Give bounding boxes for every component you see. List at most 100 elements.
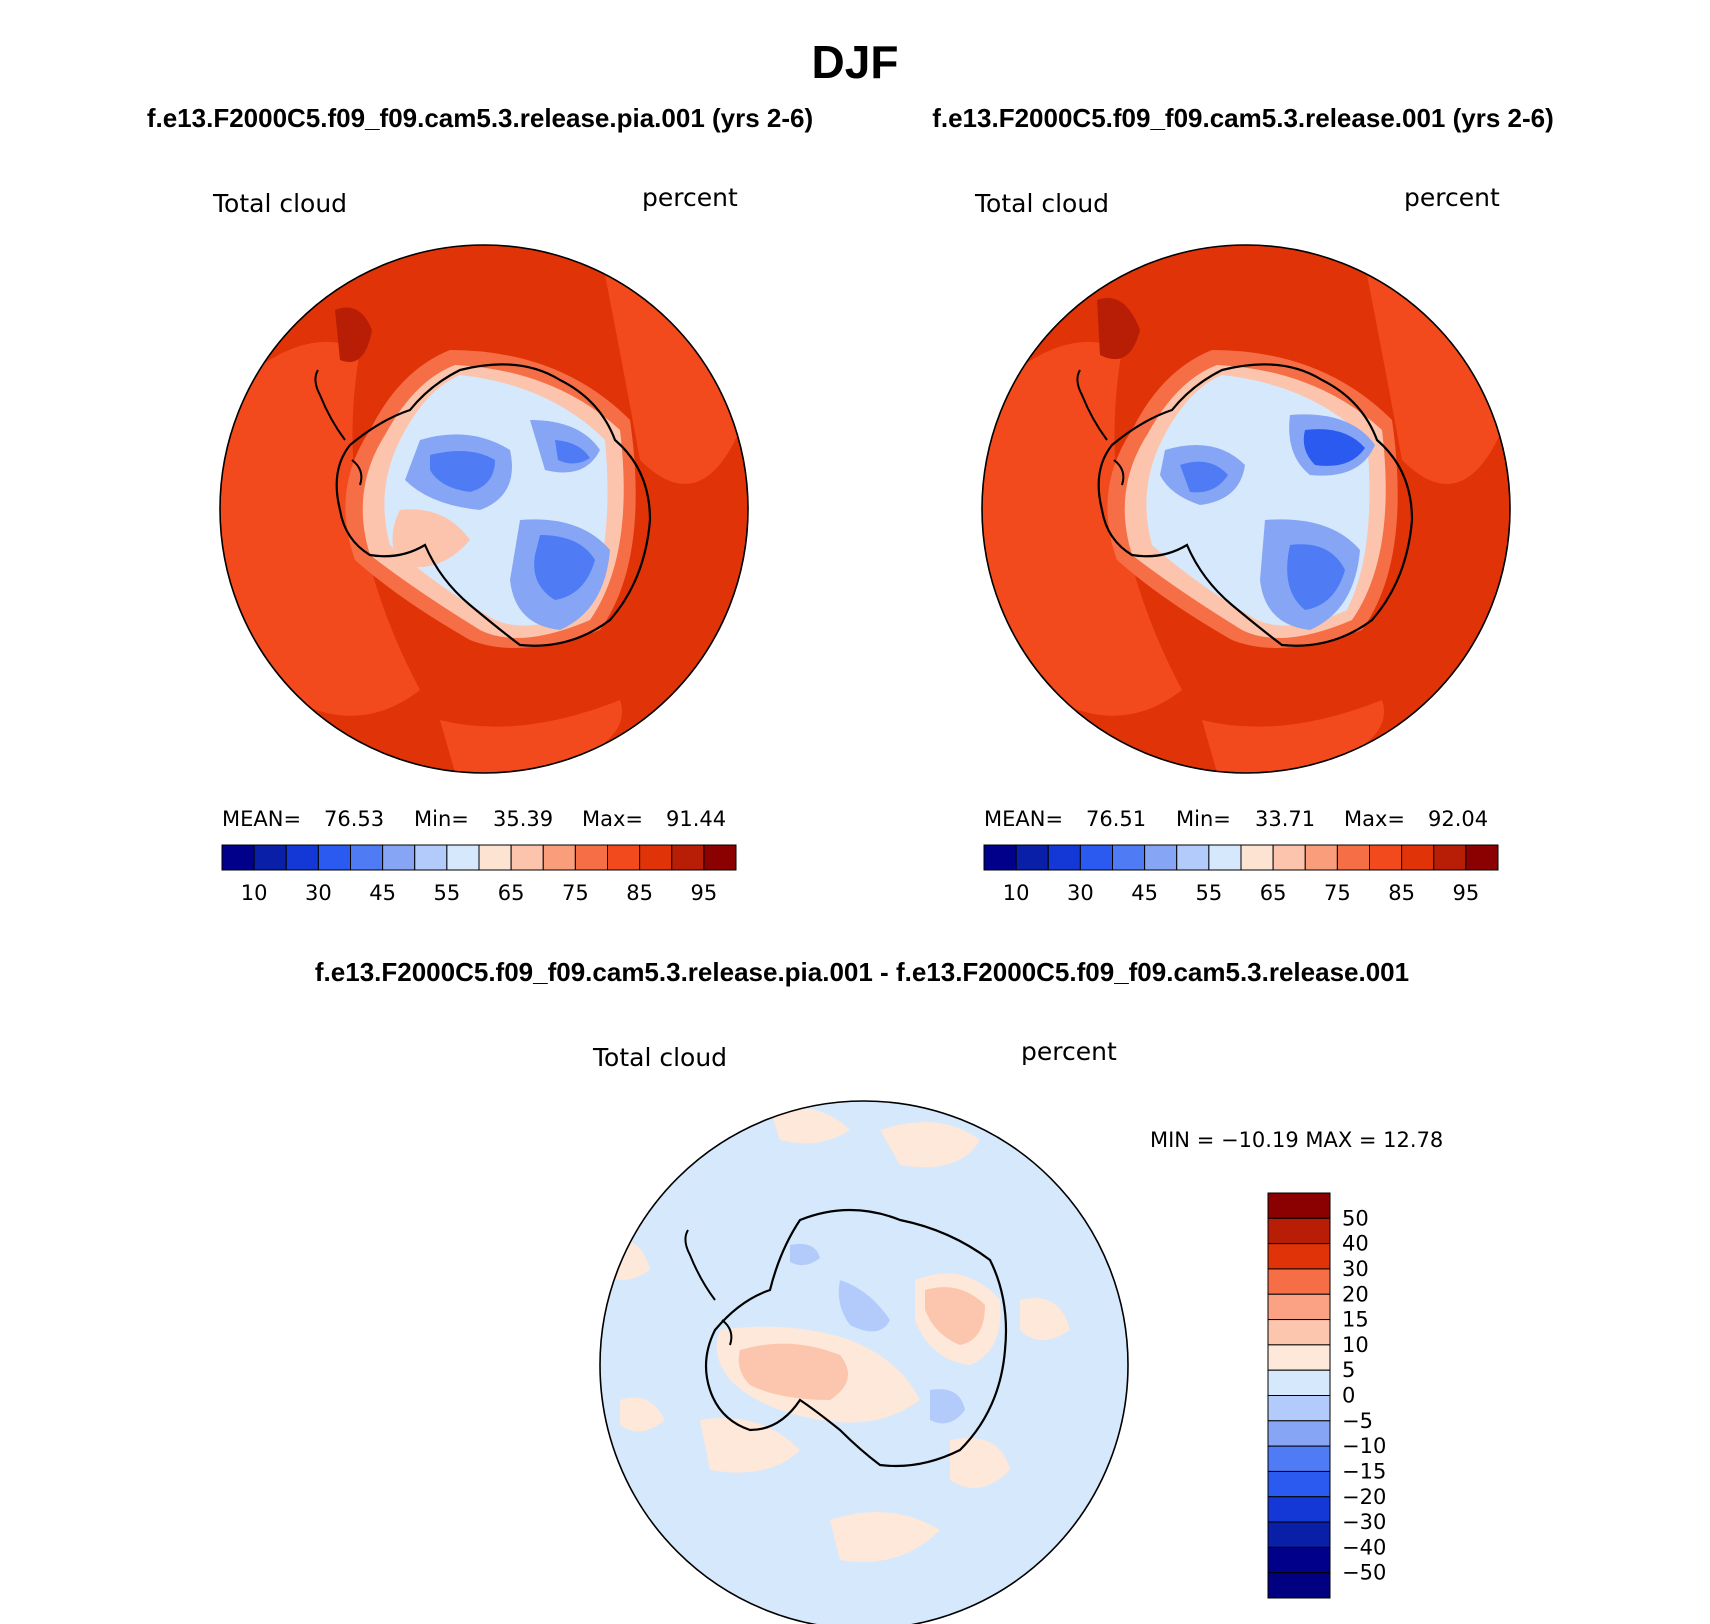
colorbar-tick-label: 45 — [369, 881, 396, 905]
colorbar-swatch — [703, 844, 737, 871]
colorbar-swatch — [253, 844, 287, 871]
colorbar-swatch — [1267, 1496, 1331, 1523]
colorbar-swatch — [639, 844, 673, 871]
colorbar-swatch — [1267, 1268, 1331, 1295]
right-max-label: Max= — [1344, 807, 1405, 831]
colorbar-swatch — [221, 844, 255, 871]
colorbar-swatch — [1079, 844, 1113, 871]
colorbar-swatch — [1047, 844, 1081, 871]
colorbar-tick-label: −5 — [1342, 1409, 1373, 1433]
colorbar-swatch — [1144, 844, 1178, 871]
figure-title: DJF — [812, 36, 899, 88]
right-max-value: 92.04 — [1428, 807, 1488, 831]
colorbar-tick-label: 20 — [1342, 1282, 1369, 1306]
colorbar-swatch — [1267, 1217, 1331, 1245]
right-map — [982, 245, 1510, 773]
left-colorbar-ticks: 10 30 45 55 65 75 85 95 — [241, 881, 717, 905]
diff-colorbar — [1267, 1192, 1331, 1599]
left-mean-value: 76.53 — [324, 807, 384, 831]
colorbar-swatch — [478, 844, 512, 871]
left-units-label: percent — [642, 183, 738, 212]
colorbar-tick-label: −30 — [1342, 1510, 1386, 1534]
colorbar-swatch — [285, 844, 319, 871]
colorbar-tick-label: −40 — [1342, 1535, 1386, 1559]
right-colorbar — [983, 844, 1499, 871]
diff-map — [600, 1101, 1128, 1624]
colorbar-tick-label: 10 — [1342, 1333, 1369, 1357]
colorbar-swatch — [1208, 844, 1242, 871]
left-max-label: Max= — [582, 807, 643, 831]
left-min-value: 35.39 — [493, 807, 553, 831]
colorbar-swatch — [350, 844, 384, 871]
colorbar-swatch — [1267, 1420, 1331, 1447]
colorbar-tick-label: 0 — [1342, 1384, 1355, 1408]
right-panel: Total cloud percent MEAN= 76.51 Min= 33.… — [974, 183, 1511, 905]
colorbar-swatch — [1267, 1293, 1331, 1321]
colorbar-swatch — [671, 844, 705, 871]
colorbar-tick-label: 95 — [691, 881, 718, 905]
colorbar-swatch — [574, 844, 608, 871]
colorbar-tick-label: 65 — [498, 881, 525, 905]
colorbar-swatch — [1336, 844, 1370, 871]
colorbar-swatch — [1304, 844, 1338, 871]
colorbar-tick-label: 10 — [241, 881, 268, 905]
colorbar-tick-label: −20 — [1342, 1485, 1386, 1509]
colorbar-swatch — [446, 844, 480, 871]
colorbar-tick-label: 10 — [1003, 881, 1030, 905]
colorbar-tick-label: 50 — [1342, 1206, 1369, 1230]
right-panel-title: f.e13.F2000C5.f09_f09.cam5.3.release.001… — [932, 103, 1554, 133]
colorbar-swatch — [1267, 1243, 1331, 1270]
right-min-value: 33.71 — [1255, 807, 1315, 831]
left-map — [220, 245, 748, 773]
colorbar-swatch — [1267, 1344, 1331, 1371]
colorbar-swatch — [1267, 1395, 1331, 1422]
colorbar-swatch — [1015, 844, 1049, 871]
colorbar-tick-label: 95 — [1453, 881, 1480, 905]
colorbar-tick-label: 30 — [1342, 1257, 1369, 1281]
colorbar-tick-label: −50 — [1342, 1561, 1386, 1585]
diff-panel: Total cloud percent MIN = −10.19 MAX = 1… — [592, 1037, 1443, 1624]
right-mean-value: 76.51 — [1086, 807, 1146, 831]
colorbar-swatch — [1272, 844, 1306, 871]
colorbar-swatch — [1267, 1470, 1331, 1498]
colorbar-tick-label: 45 — [1131, 881, 1158, 905]
left-panel-title: f.e13.F2000C5.f09_f09.cam5.3.release.pia… — [147, 103, 813, 133]
right-map-outline — [981, 244, 1511, 774]
right-colorbar-ticks: 10 30 45 55 65 75 85 95 — [1003, 881, 1479, 905]
left-max-value: 91.44 — [666, 807, 726, 831]
colorbar-swatch — [1267, 1319, 1331, 1346]
diff-variable-label: Total cloud — [592, 1043, 727, 1072]
colorbar-swatch — [1465, 844, 1499, 871]
colorbar-swatch — [1369, 844, 1403, 871]
left-min-label: Min= — [414, 807, 469, 831]
colorbar-swatch — [1240, 844, 1274, 871]
colorbar-swatch — [983, 844, 1017, 871]
colorbar-tick-label: 75 — [1324, 881, 1351, 905]
colorbar-swatch — [1267, 1192, 1331, 1219]
colorbar-swatch — [1433, 844, 1467, 871]
colorbar-tick-label: 40 — [1342, 1232, 1369, 1256]
colorbar-tick-label: 15 — [1342, 1308, 1369, 1332]
colorbar-swatch — [542, 844, 576, 871]
colorbar-tick-label: 75 — [562, 881, 589, 905]
colorbar-swatch — [1267, 1546, 1331, 1574]
right-units-label: percent — [1404, 183, 1500, 212]
colorbar-tick-label: 30 — [305, 881, 332, 905]
colorbar-tick-label: 30 — [1067, 881, 1094, 905]
colorbar-tick-label: −15 — [1342, 1459, 1386, 1483]
colorbar-swatch — [1267, 1369, 1331, 1396]
diff-minmax-label: MIN = −10.19 MAX = 12.78 — [1150, 1128, 1443, 1152]
colorbar-tick-label: 85 — [626, 881, 653, 905]
colorbar-tick-label: −10 — [1342, 1434, 1386, 1458]
colorbar-tick-label: 65 — [1260, 881, 1287, 905]
colorbar-swatch — [317, 844, 351, 871]
left-mean-label: MEAN= — [222, 807, 301, 831]
left-panel: Total cloud percent MEAN= 76.53 Min= — [212, 183, 749, 905]
right-min-label: Min= — [1176, 807, 1231, 831]
colorbar-swatch — [1401, 844, 1435, 871]
colorbar-tick-label: 55 — [1196, 881, 1223, 905]
diff-map-outline — [599, 1100, 1129, 1624]
diff-units-label: percent — [1021, 1037, 1117, 1066]
colorbar-tick-label: 55 — [434, 881, 461, 905]
